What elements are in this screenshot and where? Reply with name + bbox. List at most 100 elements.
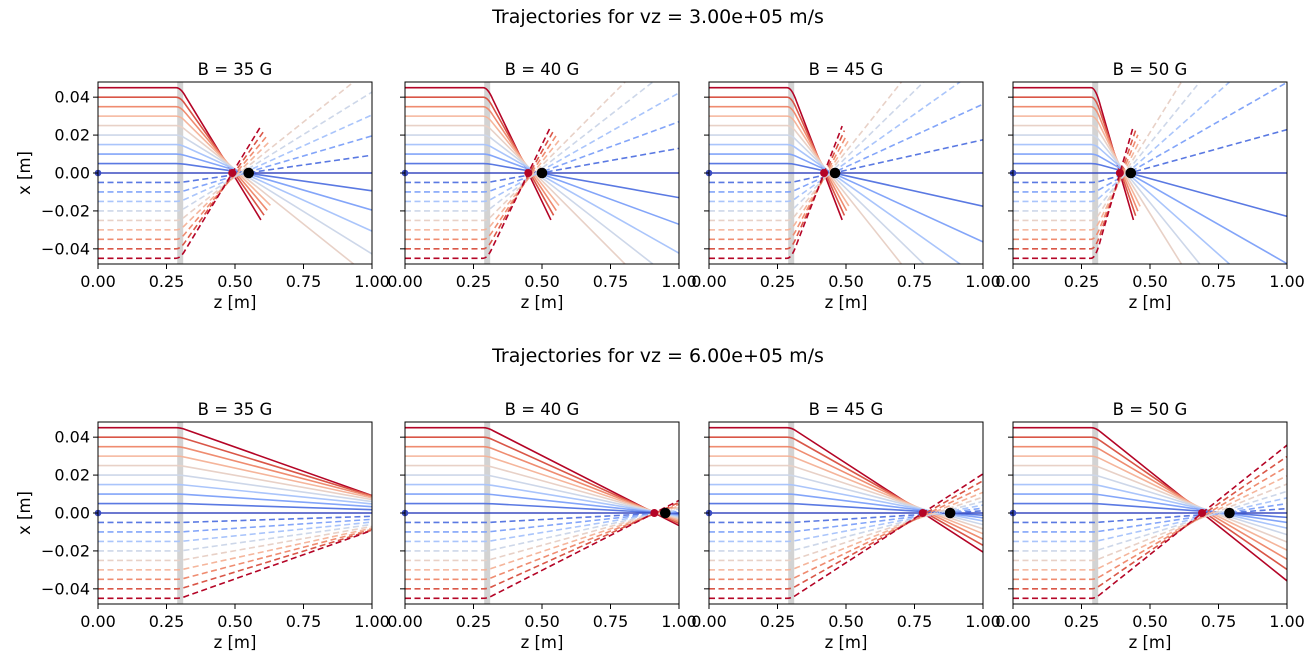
x-tick-label: 0.25 [1064,612,1100,631]
trajectory-line [1013,96,1137,216]
trajectory-line [1013,134,1201,264]
trajectory-line [98,529,372,590]
trajectory-line [1013,507,1287,524]
trajectory-line [1013,82,1287,193]
x-tick-label: 0.25 [456,612,492,631]
trajectory-line [405,86,552,221]
trajectory-line [405,455,679,521]
trajectory-line [405,92,679,203]
trajectory-line [98,528,372,581]
trajectory-line [405,505,679,571]
trajectory-line [98,525,372,562]
x-tick-label: 0.50 [1132,612,1168,631]
trajectory-line [98,518,372,533]
trajectory-line [1013,162,1287,218]
trajectory-line [405,508,679,552]
trajectory-line [405,493,679,516]
trajectory-line [98,125,262,260]
panel-title: B = 45 G [809,60,884,79]
trajectory-line [709,162,983,207]
y-tick-label: 0.00 [54,504,90,523]
trajectory-line [98,529,372,600]
trajectory-line [98,426,372,497]
trajectory-line [98,115,271,206]
trajectory-line [1013,115,1141,207]
x-axis-label: z [m] [214,293,257,312]
trajectory-line [1013,502,1287,533]
trajectory-line [405,143,679,254]
focus-outer-marker [524,169,533,177]
trajectory-line [1013,490,1287,552]
trajectory-line [405,124,627,264]
trajectory-line [709,445,983,540]
x-axis-label: z [m] [214,633,257,652]
trajectory-line [405,96,555,216]
trajectory-line [405,426,679,527]
trajectory-line [709,96,846,216]
x-axis-label: z [m] [1129,633,1172,652]
y-tick-label: −0.04 [41,579,90,598]
x-tick-label: 0.00 [80,272,116,291]
y-tick-label: −0.02 [41,201,90,220]
x-tick-label: 0.00 [995,612,1031,631]
trajectory-line [709,82,925,212]
trajectory-line [709,153,983,243]
y-tick-label: 0.02 [54,466,90,485]
trajectory-line [1013,86,1135,221]
panel-title: B = 35 G [198,60,273,79]
trajectory-line [98,96,265,216]
trajectory-line [405,105,557,211]
x-tick-label: 0.50 [217,612,253,631]
x-tick-label: 0.75 [897,272,933,291]
trajectory-line [405,501,679,590]
y-tick-label: 0.04 [54,428,90,447]
trajectory-line [1013,82,1183,222]
focus-outer-marker [228,169,237,177]
trajectory-line [98,91,372,212]
x-tick-label: 0.00 [691,272,727,291]
x-axis-label: z [m] [521,633,564,652]
trajectory-line [98,130,265,250]
trajectory-line [1013,82,1231,203]
x-tick-label: 1.00 [354,612,390,631]
trajectory-line [98,436,372,497]
trajectory-line [405,474,679,518]
panel-r1c3: B = 45 G 0.00 0.25 0.50 0.75 1.00 z [m] [691,60,1001,312]
trajectory-group [405,82,679,264]
y-tick-label: −0.04 [41,239,90,258]
trajectory-line [98,135,372,193]
panel-r2c4: B = 50 G 0.00 0.25 0.50 0.75 1.00 z [m] [995,400,1305,652]
trajectory-line [405,499,679,600]
focus-outer-marker [1115,169,1124,177]
focus-outer-marker [1198,509,1207,517]
x-tick-label: 1.00 [354,272,390,291]
trajectory-line [405,120,679,193]
trajectory-line [709,436,983,546]
panel-title: B = 35 G [198,400,273,419]
x-tick-label: 0.00 [387,272,423,291]
trajectory-line [98,124,355,264]
focus-point-marker [829,167,841,179]
trajectory-line [405,509,679,543]
x-tick-label: 0.75 [286,612,322,631]
trajectory-line [1013,465,1287,581]
trajectory-line [405,135,557,241]
trajectory-line [98,82,355,222]
panel-grid: B = 35 G 0.00 0.25 0.50 0.75 1.00 z [m] 0.04 0.0… [15,60,1305,652]
panel-r2c3: B = 45 G 0.00 0.25 0.50 0.75 1.00 z [m] [691,400,1001,652]
y-axis-label: x [m] [15,491,34,535]
trajectory-line [709,125,843,260]
trajectory-line [709,486,983,581]
trajectory-line [709,134,848,241]
trajectory-line [98,143,372,232]
trajectory-line [98,153,372,211]
x-tick-label: 1.00 [661,612,697,631]
x-axis-label: z [m] [825,293,868,312]
y-tick-label: −0.02 [41,541,90,560]
trajectory-line [1013,82,1201,212]
x-tick-label: 0.00 [691,612,727,631]
focus-point-marker [1125,167,1137,179]
trajectory-line [405,502,679,515]
trajectory-line [405,511,679,524]
